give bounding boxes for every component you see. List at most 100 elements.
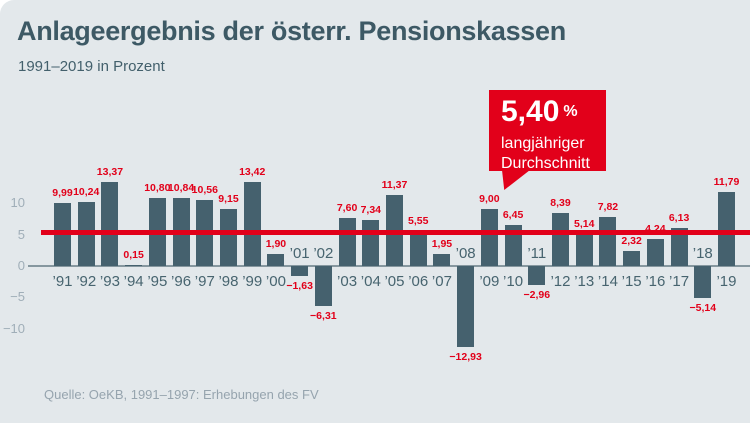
value-label-’07: 1,95: [431, 237, 453, 250]
value-label-’18: −5,14: [689, 302, 717, 315]
value-label-’03: 7,60: [336, 202, 358, 215]
x-axis-label-’05: ’05: [384, 273, 405, 290]
value-label-’02: −6,31: [310, 309, 337, 322]
x-axis-label-’00: ’00: [265, 273, 286, 290]
y-axis-tick--10: −10: [2, 320, 25, 336]
bar-’11: [528, 266, 546, 285]
x-axis-label-’98: ’98: [218, 273, 239, 290]
value-label-’14: 7,82: [597, 200, 619, 213]
bar-’07: [433, 253, 451, 266]
bar-’03: [338, 218, 356, 266]
value-label-’16: 4,24: [645, 223, 666, 236]
bar-’02: [314, 266, 332, 306]
value-label-’13: 5,14: [573, 217, 595, 230]
value-label-’98: 9,15: [218, 192, 239, 205]
x-axis-line: [28, 265, 750, 267]
bar-’15: [623, 251, 641, 266]
x-axis-label-’95: ’95: [147, 273, 168, 290]
bar-’04: [362, 219, 380, 266]
value-label-’97: 10,56: [191, 183, 218, 196]
percent-sign: %: [563, 103, 578, 120]
bar-’06: [409, 231, 427, 266]
bar-’00: [267, 254, 285, 266]
y-axis-tick--5: −5: [10, 289, 25, 305]
x-axis-label-’99: ’99: [242, 273, 263, 290]
y-axis-tick-0: 0: [17, 258, 25, 273]
bar-’99: [243, 181, 261, 266]
bar-’18: [694, 266, 712, 299]
x-axis-label-’93: ’93: [99, 273, 120, 290]
bar-’93: [101, 182, 119, 266]
value-label-’99: 13,42: [239, 165, 266, 178]
value-label-’93: 13,37: [96, 166, 124, 179]
value-label-’96: 10,84: [167, 181, 195, 194]
x-axis-label-’04: ’04: [360, 273, 381, 290]
average-value: 5,40%: [501, 97, 606, 132]
bar-’12: [551, 213, 569, 266]
value-label-’08: −12,93: [449, 351, 482, 364]
value-label-’19: 11,79: [713, 175, 740, 188]
bar-’09: [480, 209, 498, 266]
x-axis-label-’14: ’14: [597, 273, 618, 290]
x-axis-label-’92: ’92: [76, 273, 97, 290]
average-number: 5,40: [501, 95, 560, 128]
value-label-’17: 6,13: [668, 211, 690, 224]
value-label-’95: 10,80: [144, 182, 171, 195]
chart-subtitle: 1991–2019 in Prozent: [18, 58, 165, 75]
x-axis-label-’19: ’19: [716, 273, 737, 290]
x-axis-label-’96: ’96: [171, 273, 192, 290]
value-label-’09: 9,00: [479, 193, 500, 206]
x-axis-label-’12: ’12: [550, 273, 571, 290]
bar-’98: [219, 208, 237, 266]
callout-text-line2: Durchschnitt: [501, 155, 590, 172]
x-axis-label-’97: ’97: [194, 273, 215, 290]
bar-’16: [646, 239, 664, 266]
value-label-’94: 0,15: [123, 249, 144, 261]
x-axis-label-’09: ’09: [479, 273, 500, 290]
bar-’91: [54, 203, 71, 266]
value-label-’10: 6,45: [502, 209, 524, 222]
x-axis-label-’16: ’16: [645, 273, 666, 290]
value-label-’91: 9,99: [52, 187, 73, 200]
x-axis-label-’13: ’13: [574, 273, 595, 290]
x-axis-label-’10: ’10: [503, 273, 524, 290]
value-label-’04: 7,34: [360, 203, 381, 216]
value-label-’05: 11,37: [381, 178, 408, 191]
source-note: Quelle: OeKB, 1991–1997: Erhebungen des …: [44, 387, 319, 402]
x-axis-label-’06: ’06: [408, 273, 429, 290]
value-label-’06: 5,55: [407, 215, 429, 228]
value-label-’12: 8,39: [550, 197, 571, 210]
y-axis-tick-10: 10: [10, 195, 25, 211]
x-axis-label-’94: ’94: [123, 273, 144, 290]
value-label-’15: 2,32: [621, 235, 642, 248]
x-axis-label-’08: ’08: [455, 245, 476, 262]
x-axis-label-’01: ’01: [289, 245, 310, 262]
bar-’13: [575, 233, 593, 266]
x-axis-label-’15: ’15: [621, 273, 642, 290]
bar-’17: [670, 227, 688, 266]
bar-’14: [599, 216, 617, 266]
value-label-’00: 1,90: [265, 238, 287, 251]
bar-’94: [125, 265, 143, 266]
x-axis-label-’02: ’02: [313, 245, 334, 262]
bar-’10: [504, 225, 522, 266]
bar-’08: [457, 266, 475, 348]
average-line: [41, 229, 750, 235]
average-callout: 5,40% langjähriger Durchschnitt: [489, 90, 606, 190]
value-label-’01: −1,63: [286, 280, 313, 293]
bar-’19: [717, 191, 735, 266]
x-axis-label-’07: ’07: [431, 273, 452, 290]
value-label-’92: 10,24: [73, 185, 100, 198]
x-axis-label-’18: ’18: [692, 245, 713, 262]
x-axis-label-’03: ’03: [337, 273, 358, 290]
x-axis-label-’91: ’91: [52, 273, 73, 290]
bar-’01: [291, 266, 309, 277]
callout-text-line1: langjähriger: [501, 135, 585, 152]
y-axis-tick-5: 5: [17, 226, 25, 242]
page-title: Anlageergebnis der österr. Pensionskasse…: [17, 16, 566, 46]
x-axis-label-’17: ’17: [669, 273, 690, 290]
value-label-’11: −2,96: [523, 288, 551, 301]
x-axis-label-’11: ’11: [527, 245, 547, 262]
